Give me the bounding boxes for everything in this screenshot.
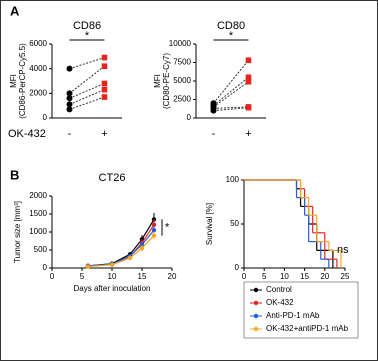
x-tick-label: -: [68, 128, 72, 140]
x-tick-label: 0: [50, 272, 55, 281]
x-tick-label: 15: [138, 272, 147, 281]
legend-box: [243, 281, 359, 339]
chart-title: CD86: [73, 20, 101, 32]
point: [245, 74, 252, 81]
panel-letter: B: [10, 167, 19, 182]
x-tick-label: 15: [300, 272, 309, 281]
point: [101, 63, 108, 69]
legend-marker: [253, 326, 259, 332]
panel-letter: A: [10, 3, 20, 18]
point: [101, 80, 108, 87]
x-tick-label: 10: [108, 272, 117, 281]
pair-line: [69, 89, 105, 105]
pair-line: [213, 76, 249, 106]
y-tick-label: 2500: [173, 95, 191, 104]
y-tick-label: 50: [230, 219, 239, 228]
y-tick-label: 1500: [29, 209, 47, 218]
y-tick-label: 100: [226, 175, 240, 184]
y-tick-label: 10000: [169, 39, 192, 48]
point: [151, 228, 157, 233]
y-axis-label: (CD80-PE-Cy7): [162, 53, 171, 109]
point: [66, 90, 73, 97]
point: [245, 57, 252, 64]
annotation: *: [85, 30, 90, 42]
y-tick-label: 7500: [173, 58, 191, 67]
point: [245, 104, 252, 111]
x-tick-label: 5: [80, 272, 85, 281]
pair-line: [213, 107, 249, 112]
y-tick-label: 0: [43, 263, 48, 272]
annotation: *: [229, 30, 234, 42]
point: [139, 242, 145, 247]
x-tick-label: 20: [320, 272, 329, 281]
pair-line: [69, 65, 105, 94]
y-axis-label: Survival [%]: [205, 203, 214, 245]
legend-label: Control: [266, 285, 292, 294]
point: [85, 264, 91, 269]
point: [66, 95, 73, 102]
y-tick-label: 2000: [29, 191, 47, 200]
legend-label: OK-432+antiPD-1 mAb: [266, 324, 349, 333]
y-tick-label: 4000: [29, 64, 47, 73]
y-axis-label: (CD86-PerCP-Cy5.5): [18, 43, 27, 119]
y-tick-label: 6000: [29, 39, 47, 48]
legend-label: Anti-PD-1 mAb: [266, 311, 320, 320]
point: [66, 106, 73, 113]
point: [101, 54, 108, 61]
legend-label: OK-432: [266, 298, 294, 307]
x-tick-label: 5: [262, 272, 267, 281]
x-tick-label: 0: [242, 272, 247, 281]
y-tick-label: 2000: [29, 88, 47, 97]
x-tick-label: 25: [341, 272, 350, 281]
pair-line: [213, 81, 249, 108]
x-axis-label: Days after inoculation: [74, 284, 151, 293]
y-axis-label: MFI: [153, 74, 162, 88]
pair-line: [69, 83, 105, 99]
x-tick-label: -: [212, 128, 216, 140]
y-tick-label: 5000: [173, 76, 191, 85]
y-axis-label: MFI: [9, 74, 18, 88]
pair-line: [69, 96, 105, 110]
point: [101, 86, 108, 93]
pair-line: [213, 106, 249, 109]
legend-marker: [253, 287, 259, 293]
y-tick-label: 0: [235, 263, 240, 272]
point: [66, 65, 73, 72]
chart-title: CT26: [99, 172, 126, 184]
pair-line: [213, 59, 249, 104]
point: [151, 233, 157, 238]
x-tick-label: 10: [280, 272, 289, 281]
chart-title: CD80: [217, 20, 245, 32]
y-tick-label: 0: [187, 113, 192, 122]
point: [139, 246, 145, 251]
point: [151, 222, 157, 227]
point: [66, 101, 73, 108]
point: [101, 94, 108, 100]
annotation: ns: [337, 244, 349, 256]
y-tick-label: 500: [34, 245, 48, 254]
y-tick-label: 1000: [29, 227, 47, 236]
annotation: *: [165, 221, 170, 233]
legend-marker: [253, 313, 259, 319]
y-axis-label: Tumor size [mm³]: [13, 201, 22, 263]
point: [109, 262, 115, 267]
point: [245, 78, 252, 85]
x-axis-label: OK-432: [8, 128, 46, 140]
x-tick-label: +: [245, 128, 251, 140]
point: [127, 255, 133, 261]
pair-line: [69, 57, 105, 70]
x-tick-label: 20: [168, 272, 177, 281]
point: [210, 107, 217, 114]
legend-marker: [253, 300, 259, 306]
x-tick-label: +: [101, 128, 107, 140]
y-tick-label: 0: [43, 113, 48, 122]
